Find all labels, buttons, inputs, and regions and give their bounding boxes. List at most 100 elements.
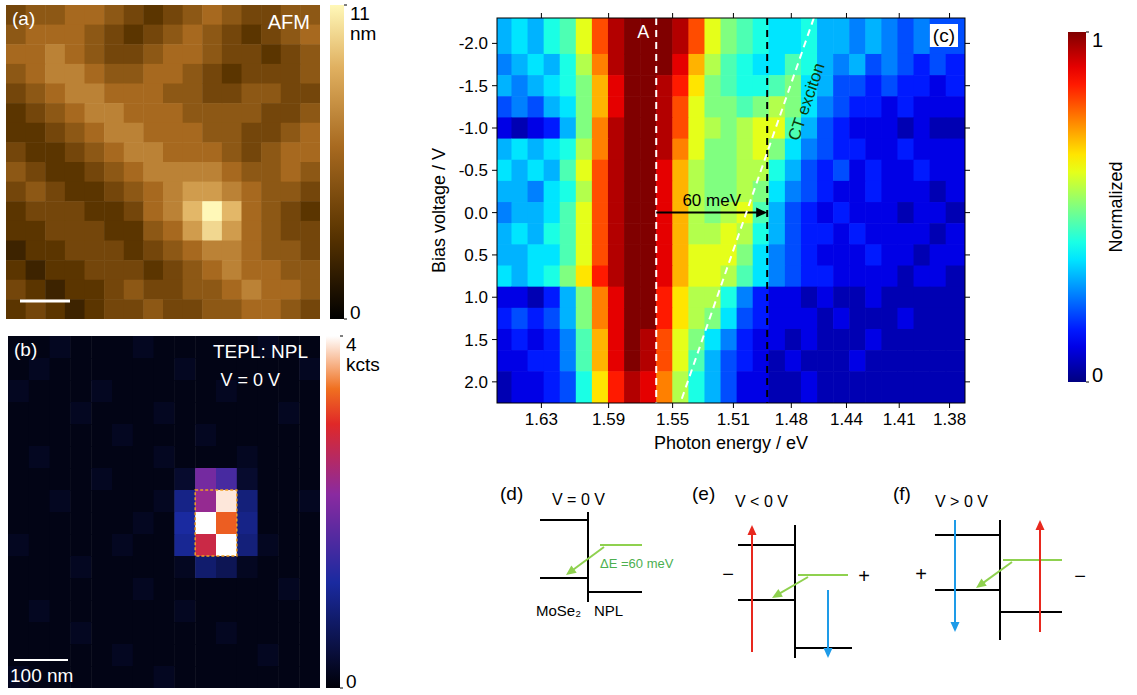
cell (656, 96, 673, 118)
cell (881, 18, 898, 55)
cell (8, 358, 29, 381)
cell (897, 139, 914, 161)
cell (560, 181, 577, 203)
cell (592, 96, 609, 118)
cell (278, 424, 299, 447)
cell (195, 468, 216, 491)
band-edge (540, 519, 588, 521)
cell (281, 299, 301, 319)
cell (914, 181, 931, 203)
cell (6, 142, 26, 162)
cell (640, 329, 657, 351)
cell (133, 666, 154, 688)
cell (865, 244, 882, 266)
cell (50, 424, 71, 447)
cell (737, 350, 754, 372)
cell (946, 329, 965, 351)
panel-label: (f) (893, 483, 911, 504)
cell (672, 96, 689, 118)
cell (769, 244, 786, 266)
cell (50, 402, 71, 425)
cell (45, 182, 65, 202)
cell (640, 139, 657, 161)
cell (222, 260, 242, 280)
cell (721, 223, 738, 245)
x-tick (733, 403, 734, 408)
cell (576, 244, 593, 266)
cell (133, 468, 154, 491)
cell (258, 490, 279, 513)
cell (174, 534, 195, 557)
ct-transition (982, 562, 1012, 583)
cell (278, 468, 299, 491)
cell (544, 160, 561, 182)
cell (528, 350, 545, 372)
cell (801, 287, 818, 309)
cell (592, 287, 609, 309)
cell (817, 96, 834, 118)
cell (946, 75, 965, 97)
cell (576, 350, 593, 372)
cell (914, 329, 931, 351)
cell (608, 371, 625, 403)
cell (281, 103, 301, 123)
cell (914, 223, 931, 245)
cell (183, 5, 203, 25)
cell (70, 512, 91, 535)
cell (881, 181, 898, 203)
cell (544, 266, 561, 288)
cell (497, 202, 512, 224)
cell (624, 202, 641, 224)
cell (65, 241, 85, 261)
cell (511, 75, 528, 97)
cell (163, 64, 183, 84)
cell (801, 139, 818, 161)
cell (133, 336, 154, 359)
cell (897, 75, 914, 97)
cell (624, 75, 641, 97)
cell (688, 75, 705, 97)
cell (704, 139, 721, 161)
cell (656, 18, 673, 55)
cell (112, 490, 133, 513)
cell (104, 44, 124, 64)
cell (497, 181, 512, 203)
cell (672, 54, 689, 76)
cell (881, 160, 898, 182)
cell (640, 54, 657, 76)
cell (85, 44, 105, 64)
cell (278, 556, 299, 579)
cell (50, 600, 71, 623)
cell (656, 181, 673, 203)
cell (769, 96, 786, 118)
cell (592, 75, 609, 97)
cell (801, 371, 818, 403)
band-edge (1000, 611, 1062, 613)
y-tick (492, 381, 497, 382)
cell (183, 162, 203, 182)
cell (299, 468, 320, 491)
cell (222, 142, 242, 162)
colorbar-label: Normalized (1106, 161, 1126, 252)
cell (183, 260, 203, 280)
cell (143, 299, 163, 319)
cell (174, 468, 195, 491)
cell (154, 600, 175, 623)
cell (29, 512, 50, 535)
cell (817, 308, 834, 330)
cell (202, 103, 222, 123)
cell (104, 123, 124, 143)
cell (216, 666, 237, 688)
cell (946, 350, 965, 372)
cell (608, 350, 625, 372)
ct-transition-head (772, 589, 783, 598)
cell (300, 260, 320, 280)
panel-label: (e) (692, 483, 715, 504)
cell (946, 244, 965, 266)
cell (785, 181, 802, 203)
band-diagram: (e)V < 0 V−+ (692, 483, 870, 658)
cell (278, 512, 299, 535)
cell (154, 446, 175, 469)
field-arrow (751, 533, 753, 652)
cell (50, 578, 71, 601)
